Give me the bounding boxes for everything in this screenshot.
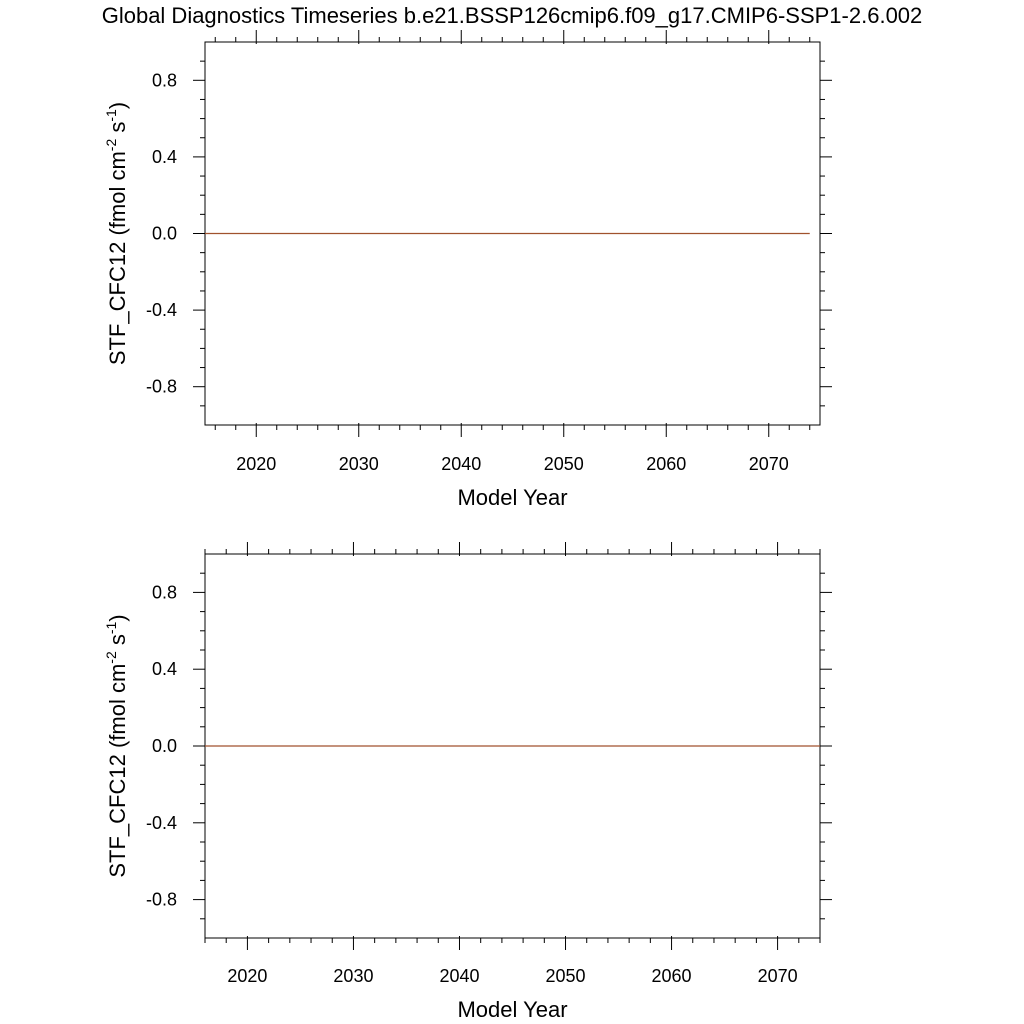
y-axis-title: STF_CFC12 (fmol cm-2 s-1): [103, 102, 130, 365]
y-tick-label: 0.0: [152, 736, 177, 756]
x-tick-label: 2040: [441, 454, 481, 474]
x-axis-title: Model Year: [457, 485, 567, 510]
x-tick-label: 2050: [545, 966, 585, 986]
x-tick-label: 2060: [646, 454, 686, 474]
y-axis-title: STF_CFC12 (fmol cm-2 s-1): [103, 614, 130, 877]
x-tick-label: 2070: [758, 966, 798, 986]
y-tick-label: -0.8: [146, 377, 177, 397]
chart-title: Global Diagnostics Timeseries b.e21.BSSP…: [102, 3, 923, 28]
x-tick-label: 2020: [227, 966, 267, 986]
y-tick-label: 0.4: [152, 147, 177, 167]
x-tick-label: 2040: [439, 966, 479, 986]
y-tick-label: 0.8: [152, 70, 177, 90]
y-tick-label: -0.8: [146, 890, 177, 910]
x-tick-label: 2030: [339, 454, 379, 474]
y-tick-label: 0.8: [152, 582, 177, 602]
x-tick-label: 2070: [749, 454, 789, 474]
x-tick-label: 2020: [236, 454, 276, 474]
bottom-panel: 2020 2030 2040 2050 2060 2070 0.8 0.4 0.0 -0.4 -0.…: [103, 542, 832, 1022]
y-tick-label: 0.4: [152, 659, 177, 679]
y-tick-label: -0.4: [146, 300, 177, 320]
y-tick-label: -0.4: [146, 813, 177, 833]
y-tick-label: 0.0: [152, 224, 177, 244]
top-panel: 2020 2030 2040 2050 2060 2070 0.8 0.4 0.0 -0.4 -0.…: [103, 30, 832, 510]
x-axis-title: Model Year: [457, 997, 567, 1022]
x-tick-label: 2050: [544, 454, 584, 474]
x-tick-label: 2030: [333, 966, 373, 986]
x-tick-label: 2060: [652, 966, 692, 986]
